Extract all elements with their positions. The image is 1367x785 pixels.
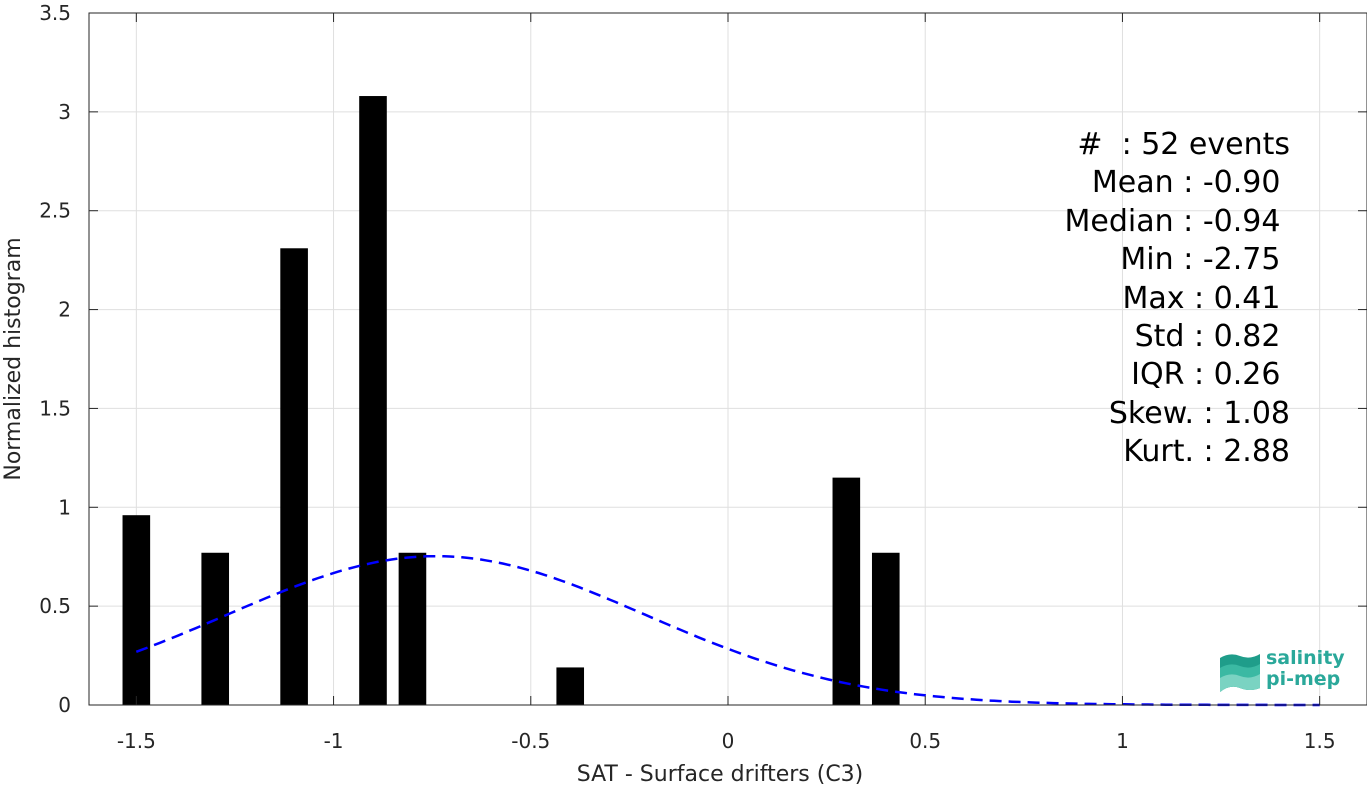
y-tick-label: 2.5: [39, 199, 71, 223]
x-axis-label: SAT - Surface drifters (C3): [577, 762, 864, 785]
statistics-panel: # : 52 events Mean : -0.90 Median : -0.9…: [990, 126, 1290, 472]
y-tick-label: 3.5: [39, 1, 71, 25]
stat-mean: Mean : -0.90: [1091, 165, 1290, 201]
salinity-pi-mep-logo: salinity pi-mep: [1216, 646, 1346, 696]
x-tick-label: 1: [1116, 729, 1129, 753]
y-axis-label: Normalized histogram: [1, 237, 26, 480]
y-tick-label: 2: [58, 298, 71, 322]
y-tick-label: 1.5: [39, 396, 71, 420]
stat-min: Min : -2.75: [1120, 242, 1290, 278]
stat-skew: Skew. : 1.08: [1108, 395, 1290, 431]
histogram-bar: [122, 515, 151, 705]
histogram-bar: [556, 667, 585, 705]
x-tick-label: -0.5: [511, 729, 550, 753]
histogram-bars: [122, 96, 900, 706]
stat-std: Std : 0.82: [1134, 318, 1290, 354]
stat-kurt: Kurt. : 2.88: [1123, 434, 1290, 470]
y-tick-label: 3: [58, 100, 71, 124]
x-tick-label: 0: [722, 729, 735, 753]
stat-median: Median : -0.94: [1064, 203, 1290, 239]
stat-iqr: IQR : 0.26: [1131, 357, 1290, 393]
x-tick-label: 1.5: [1304, 729, 1336, 753]
y-tick-label: 0.5: [39, 594, 71, 618]
axis-ticks: -1.5 -1 -0.5 0 0.5 1 1.5 0 0.5 1 1.5 2 2.5 3 3.5: [39, 1, 1367, 753]
stat-max: Max : 0.41: [1122, 280, 1290, 316]
logo-line2: pi-mep: [1266, 668, 1341, 690]
wave-logo-icon: [1220, 654, 1260, 692]
stat-count: # : 52 events: [1077, 127, 1290, 162]
logo-line1: salinity: [1266, 647, 1345, 669]
histogram-bar: [280, 248, 308, 705]
histogram-bar: [832, 477, 861, 705]
x-tick-label: -1: [324, 729, 344, 753]
histogram-bar: [201, 552, 230, 705]
x-tick-label: 0.5: [909, 729, 941, 753]
y-tick-label: 0: [58, 693, 71, 717]
y-tick-label: 1: [58, 495, 71, 519]
normal-fit-curve: [135, 554, 1320, 707]
histogram-bar: [359, 96, 387, 706]
histogram-bar: [871, 552, 900, 705]
x-tick-label: -1.5: [117, 729, 156, 753]
histogram-bar: [398, 552, 427, 705]
